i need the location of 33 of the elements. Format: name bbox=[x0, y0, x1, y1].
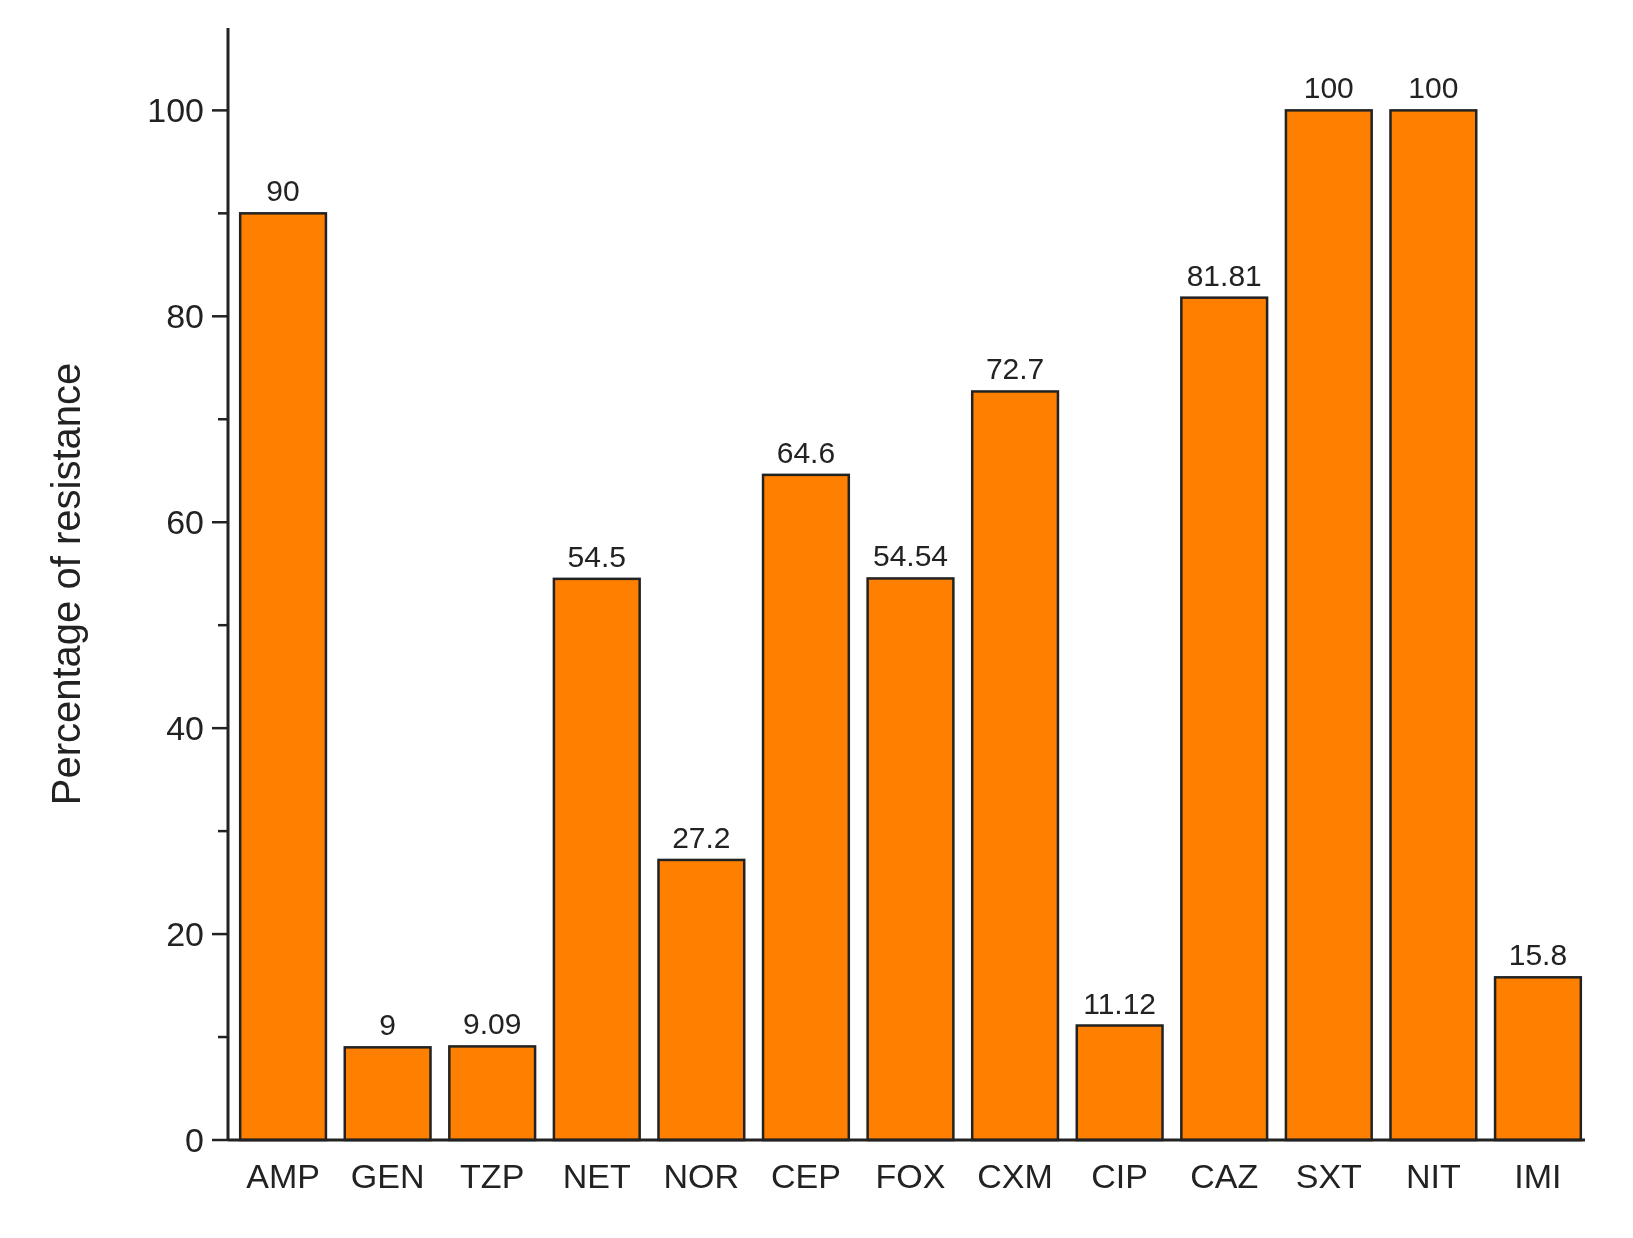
data-label: 64.6 bbox=[776, 435, 836, 469]
x-tick-label: SXT bbox=[1295, 1157, 1362, 1195]
data-label: 9 bbox=[379, 1008, 396, 1042]
data-label: 54.54 bbox=[872, 539, 949, 573]
y-tick-label: 0 bbox=[185, 1120, 204, 1159]
y-tick-label: 80 bbox=[166, 297, 204, 336]
x-tick-label: CEP bbox=[770, 1157, 841, 1195]
y-tick-label: 20 bbox=[166, 914, 204, 953]
data-label: 54.5 bbox=[567, 539, 626, 573]
x-tick-label: NIT bbox=[1405, 1157, 1461, 1195]
data-label: 100 bbox=[1408, 71, 1459, 105]
data-label: 90 bbox=[266, 174, 300, 208]
x-tick-label: FOX bbox=[875, 1157, 946, 1195]
data-label: 72.7 bbox=[985, 352, 1045, 386]
x-tick-label: AMP bbox=[246, 1157, 320, 1195]
y-axis-title: Percentage of resistance bbox=[44, 362, 88, 806]
x-tick-label: NET bbox=[562, 1157, 631, 1195]
x-tick-label: CAZ bbox=[1190, 1157, 1259, 1195]
data-label: 11.12 bbox=[1083, 986, 1157, 1020]
x-tick-label: NOR bbox=[663, 1157, 740, 1195]
y-tick-label: 60 bbox=[166, 503, 204, 542]
x-tick-label: TZP bbox=[460, 1157, 525, 1195]
x-tick-label: IMI bbox=[1514, 1157, 1562, 1195]
y-tick-label: 40 bbox=[166, 709, 204, 748]
data-label: 81.81 bbox=[1186, 258, 1262, 292]
data-label: 15.8 bbox=[1508, 938, 1568, 972]
x-tick-label: GEN bbox=[350, 1157, 425, 1195]
data-label: 100 bbox=[1303, 71, 1354, 105]
y-tick-label: 100 bbox=[147, 91, 204, 130]
x-tick-label: CIP bbox=[1091, 1157, 1148, 1195]
data-label: 27.2 bbox=[672, 820, 731, 854]
x-tick-label: CXM bbox=[977, 1157, 1053, 1195]
data-label: 9.09 bbox=[463, 1007, 522, 1041]
